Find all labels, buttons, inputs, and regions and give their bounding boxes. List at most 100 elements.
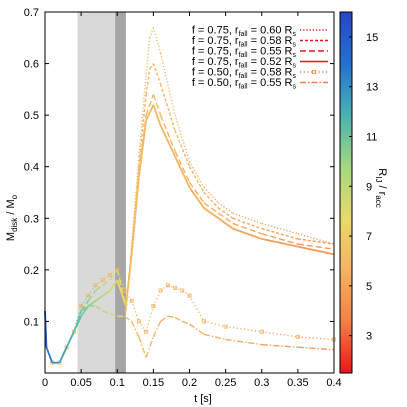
series-lines [44, 27, 336, 365]
series-1-segment [217, 207, 234, 219]
colorbar-tick-label: 11 [366, 131, 377, 143]
series-5-segment [73, 310, 82, 332]
colorbar-tick-label: 5 [366, 281, 372, 293]
x-tick-label: 0.15 [143, 377, 164, 389]
series-3-segment [109, 279, 118, 292]
colorbar: 3 5 7 9 11 13 15 [339, 11, 378, 374]
y-axis-label: Mdisk / Mo [5, 194, 19, 241]
legend-label: f = 0.75, rfall = 0.55 Rs [192, 46, 297, 60]
y-tick-label: 0.6 [24, 59, 39, 71]
series-4-segment [225, 325, 262, 333]
series-5-segment [102, 310, 111, 315]
svg-text:RIJ / racc: RIJ / racc [374, 168, 388, 207]
series-2-segment [159, 114, 176, 152]
series-1-segment [203, 192, 219, 209]
series-4-segment [152, 290, 162, 307]
colorbar-tick-label: 3 [366, 331, 372, 343]
series-0-segment [152, 27, 162, 54]
series-3-segment [232, 227, 263, 240]
series-0-segment [145, 37, 151, 74]
series-3-segment [116, 279, 127, 307]
series-3-segment [125, 254, 133, 307]
series-0-segment [232, 212, 262, 225]
series-2-segment [145, 94, 155, 116]
series-1-segment [149, 63, 154, 70]
x-tick-label: 0.25 [215, 377, 236, 389]
series-2-segment [87, 290, 97, 302]
series-4-marker [165, 283, 170, 288]
series-4-marker [259, 329, 264, 334]
series-5-segment [174, 316, 183, 323]
series-0-segment [138, 73, 147, 157]
series-4-segment [261, 331, 298, 338]
series-4-segment [145, 305, 155, 332]
series-4-segment [131, 300, 140, 322]
colorbar-tick-label: 13 [366, 82, 378, 94]
series-4-marker [187, 293, 192, 298]
series-5-segment [95, 305, 104, 312]
series-4-marker [136, 319, 141, 324]
series-4-marker [173, 285, 178, 290]
series-0-segment [297, 233, 335, 245]
colorbar-tick-label: 15 [366, 32, 378, 44]
x-axis-label: t [s] [194, 393, 212, 405]
series-1-segment [232, 217, 262, 230]
series-5-segment [145, 336, 155, 358]
colorbar-label: RIJ / racc [374, 168, 388, 207]
y-tick-label: 0.1 [24, 316, 39, 328]
legend-entry: f = 0.50, rfall = 0.58 Rs [192, 67, 328, 80]
y-tick-label: 0.2 [24, 265, 39, 277]
series-4-segment [95, 279, 104, 286]
series-5-segment [182, 320, 190, 325]
series-4-marker [151, 303, 156, 308]
series-0-segment [203, 186, 219, 204]
plot-area: 0 0.05 0.1 0.15 0.2 0.25 0.3 0.35 0.4 0.10.20.30… [24, 7, 342, 389]
series-4-marker [115, 267, 120, 272]
series-4-segment [181, 289, 190, 297]
series-4-marker [180, 288, 185, 293]
series-1-segment [261, 227, 299, 240]
series-2-segment [217, 212, 234, 225]
series-1-segment [159, 83, 176, 131]
series-0-segment [159, 53, 176, 116]
y-tick-label: 0.7 [24, 7, 39, 19]
colorbar-tick-label: 9 [366, 181, 372, 193]
colorbar-gradient [339, 11, 353, 374]
series-3-segment [217, 217, 234, 230]
series-1-segment [152, 63, 162, 85]
series-5-segment [58, 346, 68, 363]
series-2-segment [95, 284, 104, 292]
series-3-segment [261, 238, 299, 248]
series-5-segment [203, 333, 226, 341]
legend-label: f = 0.75, rfall = 0.58 Rs [192, 35, 297, 49]
series-4-segment [109, 269, 118, 276]
series-1-segment [188, 166, 205, 193]
series-4-segment [188, 295, 205, 322]
x-tick-label: 0.2 [182, 377, 197, 389]
series-5-segment [80, 305, 89, 312]
series-4-marker [86, 293, 91, 298]
series-5-segment [160, 315, 169, 322]
legend-label: f = 0.50, rfall = 0.55 Rs [192, 77, 297, 91]
series-0 [125, 27, 335, 312]
series-5-segment [297, 346, 335, 351]
series-0-segment [188, 161, 205, 188]
series-1-segment [138, 94, 147, 167]
series-4-marker [79, 303, 84, 308]
colorbar-tick-label: 7 [366, 231, 372, 243]
series-2-segment [261, 233, 299, 245]
series-2-segment [102, 279, 111, 286]
series-4-marker [122, 288, 127, 293]
x-tick-label: 0.1 [110, 377, 125, 389]
series-2-segment [152, 94, 162, 116]
series-1-segment [145, 68, 151, 95]
legend-entry: f = 0.50, rfall = 0.55 Rs [192, 77, 328, 91]
series-5-segment [45, 346, 53, 363]
series-4-marker [144, 329, 149, 334]
series-4-marker [223, 324, 228, 329]
series-2-segment [232, 222, 262, 235]
series-3-segment [297, 245, 335, 256]
series-4-segment [44, 311, 48, 348]
series-4-marker [129, 298, 134, 303]
